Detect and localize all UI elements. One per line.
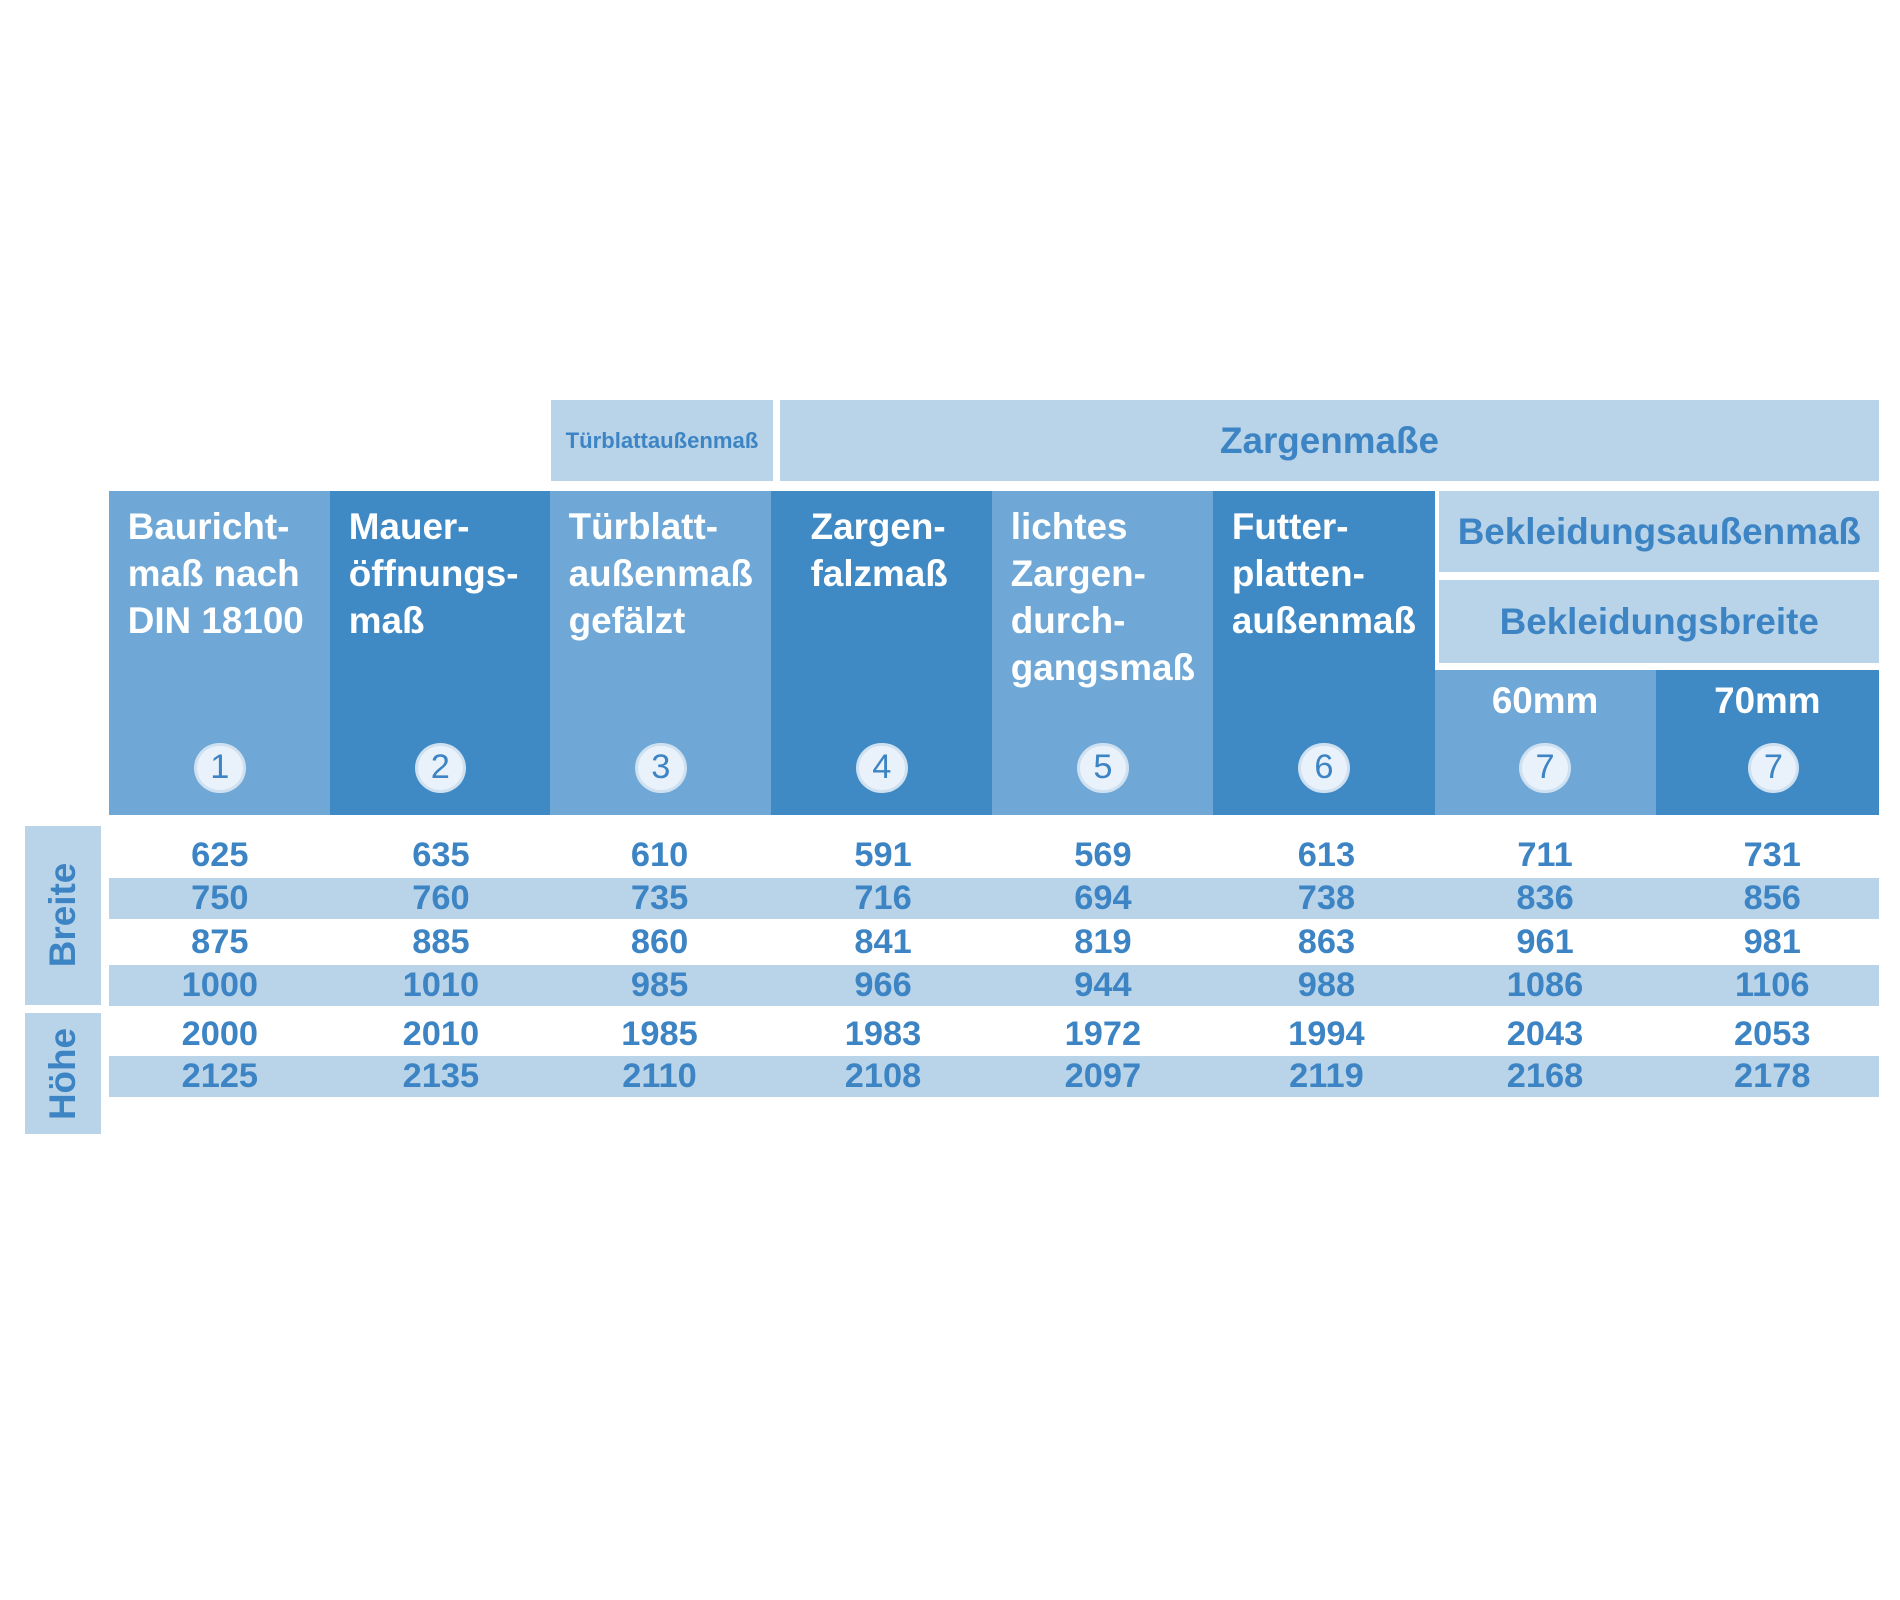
cell: 2043 — [1506, 1014, 1584, 1053]
cell: 981 — [1743, 922, 1801, 961]
cell: 2178 — [1734, 1056, 1811, 1095]
row-group-text: Höhe — [41, 1027, 83, 1120]
cell: 2110 — [622, 1056, 697, 1095]
row-group-label: Höhe — [24, 1013, 101, 1135]
cell: 731 — [1743, 835, 1801, 874]
cell: 863 — [1297, 922, 1356, 961]
row-stripe — [109, 965, 1880, 1007]
column-number: 7 — [1519, 742, 1571, 794]
cell: 635 — [412, 835, 470, 874]
cell: 819 — [1074, 922, 1132, 961]
cell: 841 — [854, 922, 912, 961]
row-stripe — [109, 878, 1880, 920]
cell: 760 — [412, 879, 470, 918]
cell: 694 — [1074, 879, 1132, 918]
column-number: 3 — [634, 742, 687, 794]
cell: 885 — [412, 922, 470, 961]
cell: 961 — [1516, 922, 1574, 961]
cell: 985 — [630, 966, 689, 1005]
cell: 1983 — [844, 1014, 922, 1053]
cell: 2135 — [402, 1056, 480, 1095]
bekleidung-header: Bekleidungsbreite — [1439, 580, 1880, 663]
cell: 944 — [1074, 966, 1132, 1005]
column-header-line: außenmaß — [1231, 599, 1417, 641]
cell: 875 — [191, 922, 249, 961]
column-header-line: maß nach — [127, 552, 300, 594]
column-header-line: Zargen- — [1010, 552, 1146, 594]
column-header-line: gefälzt — [568, 599, 686, 641]
group-header: Zargenmaße — [779, 400, 1880, 482]
column-number: 6 — [1298, 742, 1350, 794]
column-header-line: lichtes — [1010, 505, 1128, 547]
column-header-line: 70mm — [1714, 680, 1821, 722]
column-header-line: falzmaß — [810, 552, 948, 594]
column-number: 2 — [414, 742, 467, 794]
column-number: 1 — [194, 742, 246, 794]
cell: 1972 — [1064, 1014, 1142, 1053]
cell: 966 — [854, 966, 912, 1005]
cell: 1994 — [1288, 1014, 1365, 1053]
cell: 836 — [1516, 879, 1574, 918]
cell: 613 — [1297, 835, 1356, 874]
cell: 1086 — [1506, 966, 1584, 1005]
cell: 716 — [854, 879, 912, 918]
cell: 2108 — [844, 1056, 922, 1095]
cell: 2010 — [402, 1014, 480, 1053]
cell: 860 — [630, 922, 689, 961]
row-stripe — [109, 1055, 1880, 1097]
cell: 2000 — [181, 1014, 259, 1053]
column-header-line: gangsmaß — [1010, 647, 1195, 688]
cell: 1000 — [181, 966, 259, 1005]
column-header-line: Zargen- — [810, 505, 946, 547]
column-header-line: DIN 18100 — [127, 599, 304, 641]
cell: 2125 — [181, 1056, 259, 1095]
cell: 735 — [630, 879, 689, 918]
cell: 738 — [1297, 879, 1356, 918]
cell: 1985 — [621, 1014, 698, 1053]
cell: 625 — [191, 835, 249, 874]
group-header: Türblattaußenmaß — [551, 400, 773, 482]
column-header-line: Baurich­t- — [127, 505, 290, 547]
cell: 591 — [854, 835, 912, 874]
column-header-line: Futter- — [1231, 505, 1349, 547]
column-header-line: Mauer- — [348, 505, 470, 547]
bekleidung-header: Bekleidungsaußenmaß — [1439, 491, 1880, 573]
cell: 711 — [1517, 835, 1573, 874]
cell: 1106 — [1734, 966, 1810, 1005]
cell: 2053 — [1734, 1014, 1811, 1053]
column-header-line: 60mm — [1491, 680, 1599, 722]
cell: 610 — [630, 835, 689, 874]
column-header-line: außenmaß — [568, 552, 753, 594]
column-number: 5 — [1077, 742, 1129, 794]
column-number: 7 — [1747, 742, 1800, 794]
column-header-line: maß — [348, 599, 425, 641]
cell: 2168 — [1506, 1056, 1584, 1095]
column-number: 4 — [856, 742, 908, 794]
row-group-text: Breite — [41, 863, 83, 968]
cell: 750 — [191, 879, 249, 918]
cell: 2119 — [1289, 1056, 1364, 1095]
column-header-line: durch- — [1010, 599, 1126, 641]
cell: 1010 — [402, 966, 480, 1005]
row-group-label: Breite — [24, 826, 101, 1005]
column-header-line: platten- — [1231, 552, 1365, 594]
cell: 988 — [1297, 966, 1356, 1005]
cell: 856 — [1743, 879, 1801, 918]
cell: 2097 — [1064, 1056, 1142, 1095]
column-header-line: Türblatt- — [568, 505, 718, 547]
column-header-line: öffnungs- — [348, 552, 519, 594]
cell: 569 — [1074, 835, 1132, 874]
